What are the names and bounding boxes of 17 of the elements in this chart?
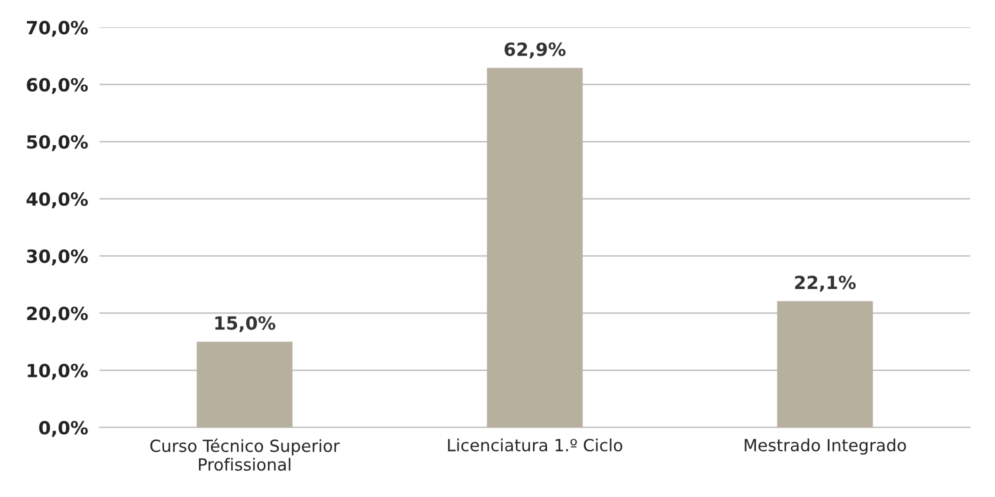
x-tick-label: Mestrado Integrado [744, 438, 906, 455]
y-tick-label: 50,0% [27, 135, 88, 152]
y-tick-label: 30,0% [26, 249, 88, 266]
data-label: 22,1% [795, 276, 856, 292]
y-tick-label: 70,0% [26, 20, 88, 37]
bar [486, 68, 583, 428]
y-tick-label: 10,0% [28, 364, 88, 380]
y-tick-label: 40,0% [26, 192, 88, 208]
x-tick-label: Curso Técnico Superior Profissional [150, 438, 340, 471]
data-label: 62,9% [504, 42, 566, 58]
y-tick-label: 0,0% [39, 420, 88, 437]
y-tick-label: 20,0% [27, 306, 88, 323]
data-label: 15,0% [215, 316, 276, 332]
bar [196, 342, 292, 428]
x-tick-label: Licenciatura 1.º Ciclo [448, 438, 622, 452]
bar [777, 301, 873, 428]
y-tick-label: 60,0% [26, 78, 88, 94]
